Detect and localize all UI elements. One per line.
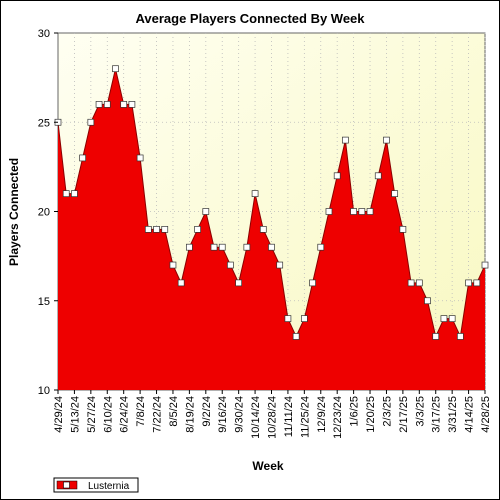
chart-title: Average Players Connected By Week bbox=[135, 11, 365, 26]
data-point bbox=[440, 315, 448, 322]
x-tick-label: 4/14/25 bbox=[464, 396, 476, 433]
x-tick-label: 9/16/24 bbox=[217, 396, 229, 433]
data-point bbox=[210, 243, 218, 251]
x-tick-label: 11/11/24 bbox=[283, 396, 295, 437]
data-point bbox=[95, 101, 103, 108]
data-point bbox=[62, 190, 70, 197]
data-point bbox=[448, 315, 456, 322]
data-point bbox=[391, 190, 399, 197]
data-point bbox=[317, 243, 325, 251]
x-tick-label: 12/9/24 bbox=[316, 396, 328, 433]
x-tick-label: 9/30/24 bbox=[234, 396, 246, 433]
data-point bbox=[136, 154, 144, 162]
y-axis-ticks: 10 15 20 25 30 bbox=[38, 28, 58, 397]
x-axis-ticks: 4/29/24 5/13/24 5/27/24 6/10/24 6/24/24 7/8/2… bbox=[53, 390, 492, 439]
data-point bbox=[424, 297, 431, 305]
data-point bbox=[325, 208, 333, 215]
data-point bbox=[161, 226, 169, 233]
data-point bbox=[374, 172, 382, 180]
y-tick-label: 25 bbox=[38, 117, 50, 129]
data-point bbox=[292, 333, 300, 340]
x-tick-label: 5/13/24 bbox=[69, 396, 81, 433]
data-point bbox=[415, 279, 423, 287]
x-tick-label: 8/19/24 bbox=[184, 396, 196, 433]
data-point bbox=[235, 279, 242, 287]
x-tick-label: 10/14/24 bbox=[250, 396, 262, 439]
data-point bbox=[358, 208, 366, 215]
data-point bbox=[186, 243, 193, 251]
data-markers bbox=[54, 65, 489, 340]
data-point bbox=[79, 154, 86, 162]
data-point bbox=[202, 208, 210, 215]
legend: Lusternia bbox=[53, 477, 139, 493]
x-tick-label: 9/2/24 bbox=[201, 396, 213, 427]
y-axis-label: Players Connected bbox=[7, 158, 21, 266]
data-point bbox=[276, 261, 284, 269]
data-point bbox=[284, 315, 292, 322]
x-tick-label: 3/3/25 bbox=[414, 396, 426, 427]
data-point bbox=[120, 101, 128, 108]
data-point bbox=[251, 190, 259, 197]
x-tick-label: 1/6/25 bbox=[349, 396, 361, 427]
data-point bbox=[268, 243, 275, 251]
data-point bbox=[366, 208, 374, 215]
x-tick-label: 4/29/24 bbox=[53, 396, 65, 433]
x-tick-label: 12/23/24 bbox=[332, 396, 344, 439]
x-tick-label: 3/31/25 bbox=[447, 396, 459, 433]
y-tick-label: 30 bbox=[38, 28, 50, 40]
data-point bbox=[481, 261, 489, 269]
data-point bbox=[227, 261, 234, 269]
data-point bbox=[457, 333, 464, 340]
data-point bbox=[301, 315, 308, 322]
data-point bbox=[309, 279, 316, 287]
x-tick-label: 6/10/24 bbox=[102, 396, 114, 433]
data-point bbox=[243, 243, 251, 251]
x-tick-label: 7/22/24 bbox=[152, 396, 164, 433]
data-point bbox=[473, 279, 481, 287]
data-point bbox=[87, 118, 95, 126]
data-point bbox=[333, 172, 341, 180]
data-point bbox=[103, 101, 111, 108]
legend-marker bbox=[63, 481, 70, 489]
x-tick-label: 4/28/25 bbox=[480, 396, 492, 433]
x-tick-label: 5/27/24 bbox=[86, 396, 98, 433]
data-point bbox=[432, 333, 440, 340]
x-tick-label: 3/17/25 bbox=[431, 396, 443, 433]
y-tick-label: 20 bbox=[38, 207, 50, 219]
data-point bbox=[218, 243, 226, 251]
y-tick-label: 15 bbox=[38, 296, 50, 308]
x-tick-label: 7/8/24 bbox=[135, 396, 147, 427]
data-point bbox=[177, 279, 185, 287]
x-tick-label: 10/28/24 bbox=[267, 396, 279, 439]
data-point bbox=[342, 136, 349, 144]
data-point bbox=[153, 226, 160, 233]
y-tick-label: 10 bbox=[38, 385, 50, 397]
x-tick-label: 2/17/25 bbox=[398, 396, 410, 433]
data-point bbox=[383, 136, 390, 144]
series-area-lusternia bbox=[58, 68, 485, 390]
x-tick-label: 1/20/25 bbox=[365, 396, 377, 433]
x-tick-label: 6/24/24 bbox=[119, 396, 131, 433]
x-tick-label: 11/25/24 bbox=[299, 396, 311, 438]
data-point bbox=[112, 65, 119, 73]
data-point bbox=[259, 226, 267, 233]
data-point bbox=[169, 261, 177, 269]
legend-label: Lusternia bbox=[88, 481, 130, 492]
data-point bbox=[399, 226, 407, 233]
data-point bbox=[71, 190, 78, 197]
data-point bbox=[128, 101, 136, 108]
data-point bbox=[350, 208, 357, 215]
x-tick-label: 2/3/25 bbox=[381, 396, 393, 427]
data-point bbox=[465, 279, 472, 287]
x-tick-label: 8/5/24 bbox=[168, 396, 180, 427]
data-point bbox=[407, 279, 415, 287]
data-point bbox=[144, 226, 152, 233]
data-point bbox=[194, 226, 201, 233]
x-axis-label: Week bbox=[252, 459, 283, 473]
